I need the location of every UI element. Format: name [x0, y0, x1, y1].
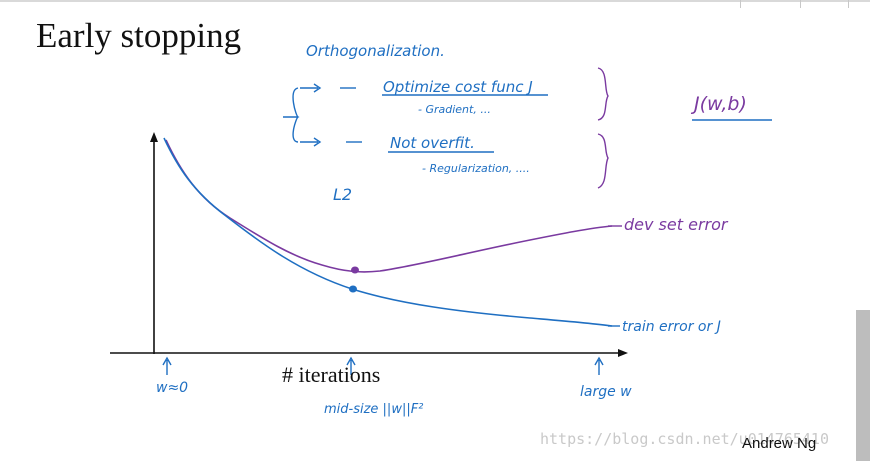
- author-credit: Andrew Ng: [742, 435, 817, 452]
- slide-title: Early stopping: [36, 16, 242, 55]
- x-axis-arrowhead: [618, 349, 628, 357]
- top-rule: [0, 0, 870, 2]
- brace-bottom: [597, 133, 609, 189]
- bracket-arrows: [283, 83, 772, 153]
- early-stop-train-point: [349, 285, 357, 293]
- ruler-tick: [800, 0, 801, 8]
- train-error-label: train error or J: [622, 319, 721, 335]
- orthogonalization-note: Orthogonalization.: [306, 42, 445, 60]
- optimize-sub-note: - Gradient, ...: [418, 103, 491, 116]
- train-error-curve: [163, 137, 613, 327]
- w-zero-label: w≈0: [156, 380, 188, 396]
- large-w-label: large w: [580, 384, 632, 400]
- brace-top: [597, 67, 609, 121]
- arrow-w-zero: [162, 356, 172, 375]
- early-stop-dev-point: [351, 266, 359, 274]
- ruler-tick: [740, 0, 741, 8]
- optimize-note: Optimize cost func J: [383, 78, 533, 96]
- arrow-mid-size: [346, 356, 356, 375]
- not-overfit-sub-note: - Regularization, ....: [422, 162, 530, 175]
- scrollbar[interactable]: [856, 310, 870, 461]
- mid-size-label: mid-size ||w||F²: [324, 402, 423, 417]
- cost-function-note: J(w,b): [690, 93, 747, 115]
- arrow-large-w: [594, 356, 604, 375]
- ruler-tick: [848, 0, 849, 8]
- dev-error-label: dev set error: [624, 215, 729, 234]
- y-axis-arrowhead: [150, 132, 158, 142]
- x-axis-label: # iterations: [282, 362, 381, 387]
- watermark-url: https://blog.csdn.net/u014765410: [540, 430, 829, 448]
- not-overfit-note: Not overfit.: [390, 134, 475, 152]
- l2-note: L2: [333, 185, 352, 204]
- dev-error-curve: [165, 139, 613, 273]
